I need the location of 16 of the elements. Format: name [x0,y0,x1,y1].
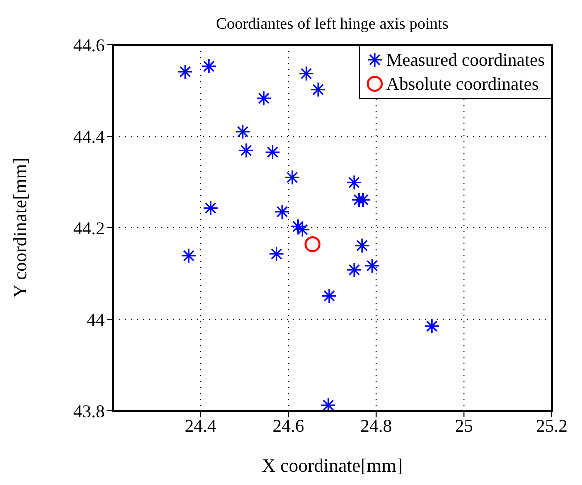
x-tick-label: 24.6 [272,416,304,436]
x-tick-label: 25 [455,416,474,436]
legend-label: Absolute coordinates [386,73,540,96]
point [304,236,321,252]
x-tick-label: 25.2 [536,416,568,436]
y-tick-label: 44.4 [74,126,105,147]
y-tick-label: 43.8 [74,401,105,422]
y-tick-label: 44.6 [74,35,105,56]
y-tick-label: 44 [87,310,105,330]
x-tick-label: 24.8 [360,416,392,436]
chart-title: Coordiantes of left hinge axis points [216,16,449,33]
x-axis-title: X coordinate[mm] [262,456,403,477]
y-axis-title: Y coordinate[mm] [10,158,32,298]
x-tick-label: 24.4 [185,416,217,436]
legend-label: Measured coordinates [386,49,545,72]
y-tick-label: 44.2 [74,218,105,238]
